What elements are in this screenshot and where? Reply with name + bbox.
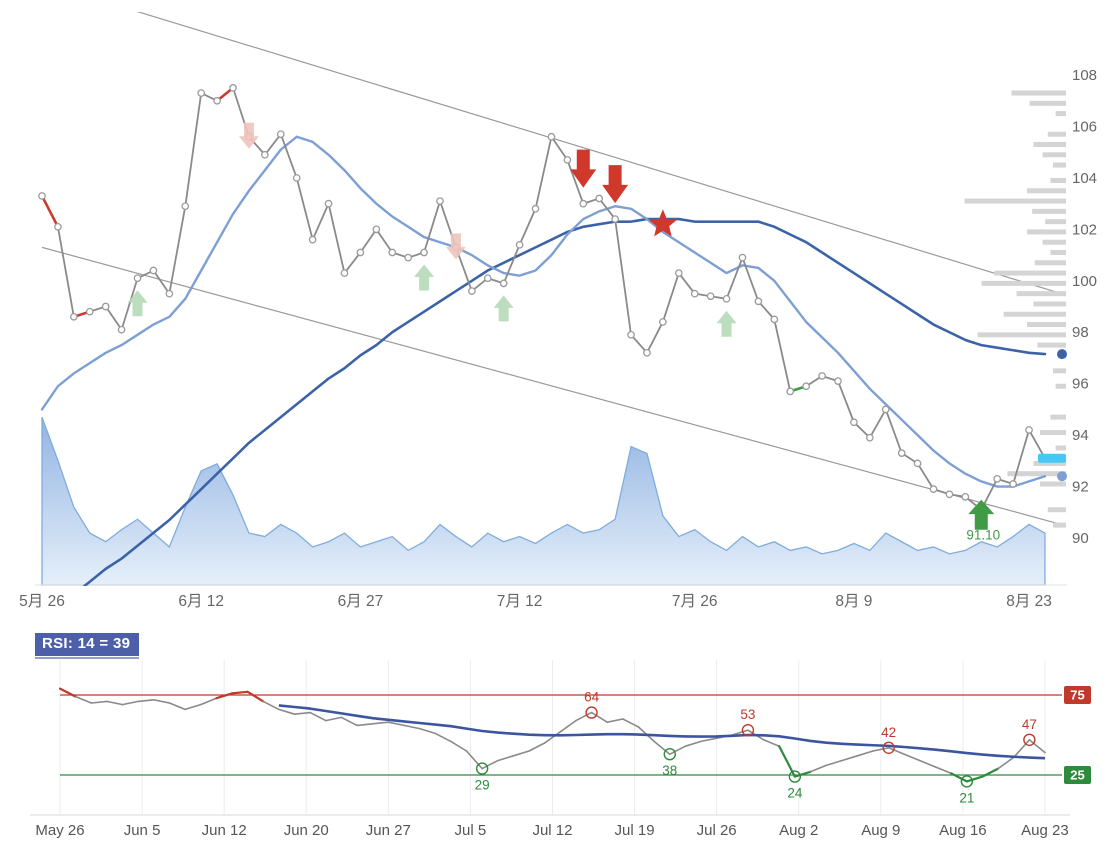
svg-text:25: 25 — [1070, 768, 1084, 783]
price-axis-labels: 90 92 94 96 98 100 102 104 106 108 — [1072, 67, 1097, 547]
light-buy-arrow-icon — [493, 295, 514, 322]
fast-ma-line — [40, 135, 1047, 488]
svg-text:90: 90 — [1072, 530, 1089, 547]
svg-text:6月 27: 6月 27 — [338, 593, 384, 610]
svg-text:92: 92 — [1072, 479, 1089, 496]
svg-text:38: 38 — [662, 763, 677, 778]
light-sell-arrow-icon — [445, 233, 466, 260]
oversold-line: 25 — [60, 766, 1091, 784]
svg-text:6月 12: 6月 12 — [178, 593, 224, 610]
rsi-extreme-annotations: 29 64 38 53 24 42 21 47 — [475, 690, 1037, 806]
svg-text:Jun 27: Jun 27 — [366, 822, 411, 839]
overbought-line: 75 — [60, 686, 1091, 704]
volume-profile — [964, 90, 1066, 528]
sell-arrow-icon — [570, 149, 597, 188]
slow-ma-end-dot — [1057, 349, 1067, 360]
svg-text:42: 42 — [881, 725, 896, 740]
rsi-low-marker — [960, 775, 974, 788]
rsi-ma-line — [278, 704, 1046, 760]
svg-text:29: 29 — [475, 778, 490, 793]
svg-text:64: 64 — [584, 690, 600, 705]
rsi-date-axis-labels: May 26 Jun 5 Jun 12 Jun 20 Jun 27 Jul 5 Jul 12… — [35, 822, 1068, 839]
volume-area — [41, 416, 1046, 586]
rsi-indicator-label[interactable]: RSI: 14 = 39 — [35, 633, 140, 656]
svg-text:Aug 16: Aug 16 — [939, 822, 987, 839]
price-chart-canvas[interactable]: 90 92 94 96 98 100 102 104 106 108 5月 26 6月 12 6月 27… — [0, 0, 1107, 625]
buy-price-annotation: 91.10 — [966, 528, 1000, 543]
rsi-high-marker — [741, 723, 755, 737]
light-buy-arrow-icon — [127, 290, 148, 317]
svg-text:102: 102 — [1072, 221, 1097, 238]
rsi-high-marker — [882, 741, 895, 755]
svg-text:Jul 19: Jul 19 — [615, 822, 655, 839]
svg-text:104: 104 — [1072, 170, 1097, 187]
overbought-line-badge — [1064, 686, 1091, 704]
rsi-low-marker — [788, 770, 802, 783]
light-sell-arrow-icon — [238, 122, 259, 149]
svg-text:Jun 12: Jun 12 — [202, 822, 247, 839]
svg-text:5月 26: 5月 26 — [19, 593, 65, 610]
light-buy-arrow-icon — [414, 264, 435, 291]
svg-text:Aug 2: Aug 2 — [779, 822, 818, 839]
svg-text:94: 94 — [1072, 427, 1089, 444]
trend-channel-lines — [41, 12, 1066, 527]
svg-text:47: 47 — [1022, 717, 1037, 732]
svg-text:May 26: May 26 — [35, 822, 84, 839]
rsi-low-marker — [663, 747, 676, 761]
price-line — [38, 84, 1049, 514]
svg-text:96: 96 — [1072, 376, 1089, 393]
svg-text:8月 23: 8月 23 — [1006, 593, 1052, 610]
rsi-low-marker — [475, 762, 489, 775]
rsi-line — [58, 687, 1046, 783]
star-signal-icon[interactable] — [648, 209, 678, 237]
svg-text:75: 75 — [1070, 688, 1084, 703]
svg-text:100: 100 — [1072, 273, 1097, 290]
svg-text:Jul 12: Jul 12 — [532, 822, 572, 839]
svg-text:Jul 26: Jul 26 — [697, 822, 737, 839]
svg-text:Aug 9: Aug 9 — [861, 822, 900, 839]
current-price-tag — [1038, 453, 1066, 463]
rsi-high-marker — [585, 706, 598, 719]
sell-arrow-icon — [602, 165, 629, 204]
rsi-indicator-badge[interactable]: RSI: 14 = 39 — [35, 633, 140, 659]
light-buy-arrow-icon — [716, 310, 737, 337]
svg-text:53: 53 — [740, 707, 755, 722]
rsi-panel: RSI: 14 = 39 75 25 29 64 38 53 24 42 21 47 May 26 J… — [0, 625, 1107, 855]
latest-value-markers — [1038, 349, 1067, 482]
price-chart-panel: 90 92 94 96 98 100 102 104 106 108 5月 26 6月 12 6月 27… — [0, 0, 1107, 625]
svg-text:Jun 5: Jun 5 — [124, 822, 161, 839]
rsi-high-marker — [1023, 733, 1036, 747]
svg-text:7月 12: 7月 12 — [497, 593, 543, 610]
svg-text:21: 21 — [959, 790, 974, 805]
svg-text:Jun 20: Jun 20 — [284, 822, 329, 839]
svg-text:24: 24 — [787, 786, 803, 801]
slow-ma-line — [82, 217, 1047, 586]
trade-signals[interactable]: 91.10 — [127, 122, 1001, 543]
svg-text:106: 106 — [1072, 118, 1097, 135]
fast-ma-end-dot — [1057, 471, 1067, 482]
oversold-line-badge — [1064, 766, 1091, 784]
rsi-chart-canvas[interactable]: 75 25 29 64 38 53 24 42 21 47 May 26 Jun 5 Jun 12 Jun… — [0, 625, 1107, 855]
svg-text:8月 9: 8月 9 — [835, 593, 872, 610]
buy-arrow-icon — [968, 499, 995, 530]
svg-text:Jul 5: Jul 5 — [455, 822, 487, 839]
svg-text:108: 108 — [1072, 67, 1097, 84]
svg-text:Aug 23: Aug 23 — [1021, 822, 1069, 839]
svg-text:98: 98 — [1072, 324, 1089, 341]
svg-text:7月 26: 7月 26 — [672, 593, 718, 610]
date-axis-labels: 5月 26 6月 12 6月 27 7月 12 7月 26 8月 9 8月 23 — [19, 593, 1052, 610]
